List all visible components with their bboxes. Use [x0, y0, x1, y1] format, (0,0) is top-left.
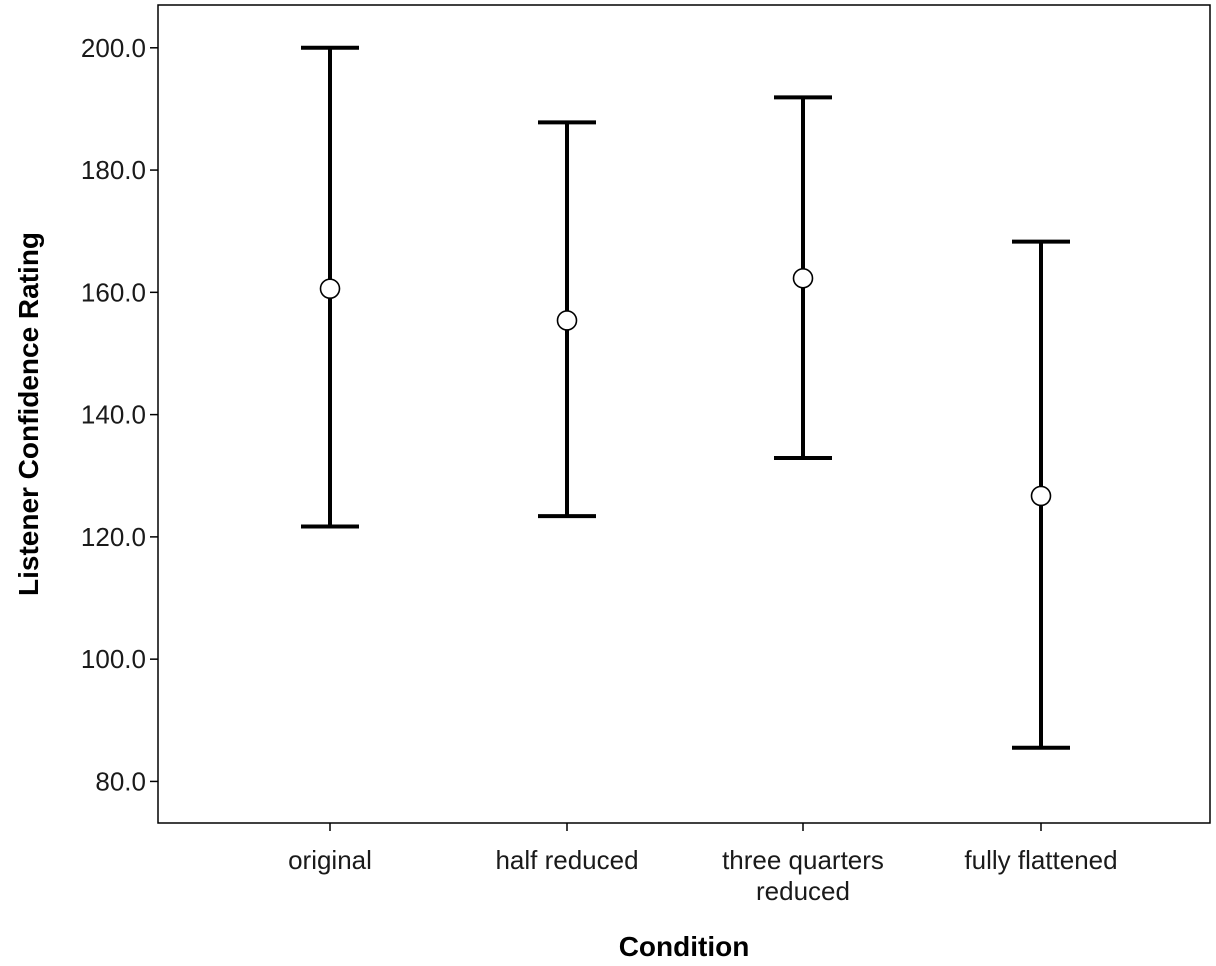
plot-frame — [157, 4, 1211, 824]
mean-marker — [556, 310, 578, 331]
mean-marker — [792, 267, 814, 289]
x-tick-label: reduced — [756, 876, 850, 906]
error-bar-series — [301, 45, 1070, 750]
y-tick-label: 140.0 — [81, 400, 146, 430]
y-tick-label: 160.0 — [81, 277, 146, 307]
mean-marker — [319, 278, 341, 299]
y-tick-label: 200.0 — [81, 33, 146, 63]
x-tick-label: fully flattened — [964, 845, 1117, 875]
x-tick-label: half reduced — [495, 845, 638, 875]
y-tick-label: 180.0 — [81, 155, 146, 185]
y-axis-title: Listener Confidence Rating — [13, 232, 44, 596]
y-tick-label: 80.0 — [95, 766, 146, 796]
y-axis: 80.0 100.0 120.0 140.0 160.0 180.0 200.0 — [81, 33, 158, 796]
x-axis: original half reduced three quartersreduce… — [288, 823, 1118, 906]
x-axis-title: Condition — [619, 931, 750, 962]
y-tick-label: 100.0 — [81, 644, 146, 674]
mean-marker — [1030, 485, 1052, 507]
x-tick-label: original — [288, 845, 372, 875]
x-tick-label: three quarters — [722, 845, 884, 875]
y-tick-label: 120.0 — [81, 522, 146, 552]
